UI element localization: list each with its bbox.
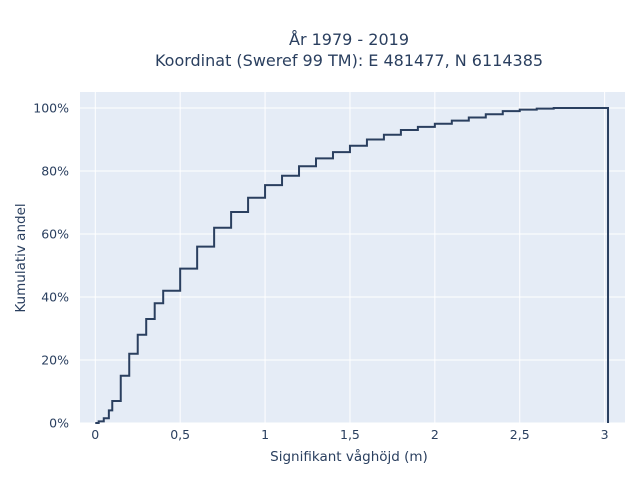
x-tick-label: 2,5 <box>510 427 530 442</box>
y-tick-label: 60% <box>41 227 69 242</box>
cdf-step-line <box>95 107 610 424</box>
y-tick-label: 0% <box>49 416 69 431</box>
x-tick-label: 0 <box>91 427 99 442</box>
y-tick-label: 100% <box>33 101 69 116</box>
y-tick-label: 40% <box>41 290 69 305</box>
x-axis-title: Signifikant våghöjd (m) <box>270 448 428 465</box>
plot-area <box>80 92 625 423</box>
x-tick-label: 1 <box>261 427 269 442</box>
x-tick-label: 0,5 <box>170 427 190 442</box>
chart-title-line-1: År 1979 - 2019 <box>289 30 409 49</box>
chart-title-line-2: Koordinat (Sweref 99 TM): E 481477, N 61… <box>155 51 543 70</box>
y-tick-label: 20% <box>41 353 69 368</box>
tick-labels: 0 0,5 1 1,5 2 2,5 3 0% 20% 40% 60% 80% 100% <box>33 101 608 443</box>
y-axis-title: Kumulativ andel <box>13 203 29 312</box>
y-tick-label: 80% <box>41 164 69 179</box>
grid <box>80 92 625 424</box>
x-tick-label: 1,5 <box>340 427 360 442</box>
series-lines <box>95 107 610 424</box>
x-tick-label: 2 <box>431 427 439 442</box>
x-tick-label: 3 <box>601 427 609 442</box>
